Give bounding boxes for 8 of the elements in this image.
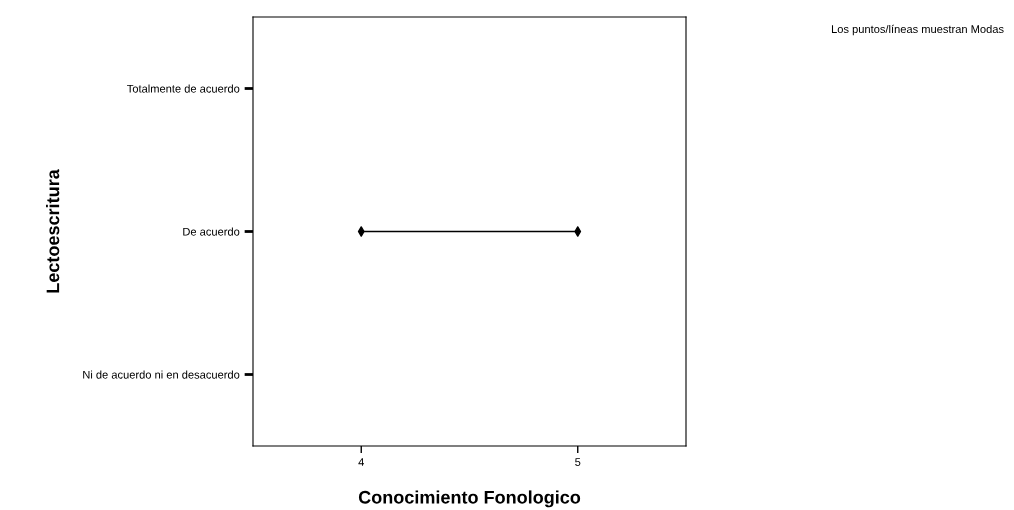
y-tick-label: De acuerdo [183,227,240,236]
x-tick-label: 5 [575,458,581,466]
x-tick-label: 4 [358,458,365,466]
text: Los puntos/líneas muestran Modas [831,24,1004,36]
y-tick-label: Totalmente de acuerdo [127,84,240,93]
y-axis-title: Lectoescritura [46,169,60,293]
x-axis-title: Conocimiento Fonologico [358,490,581,508]
y-tick-label: Ni de acuerdo ni en desacuerdo [83,370,240,379]
